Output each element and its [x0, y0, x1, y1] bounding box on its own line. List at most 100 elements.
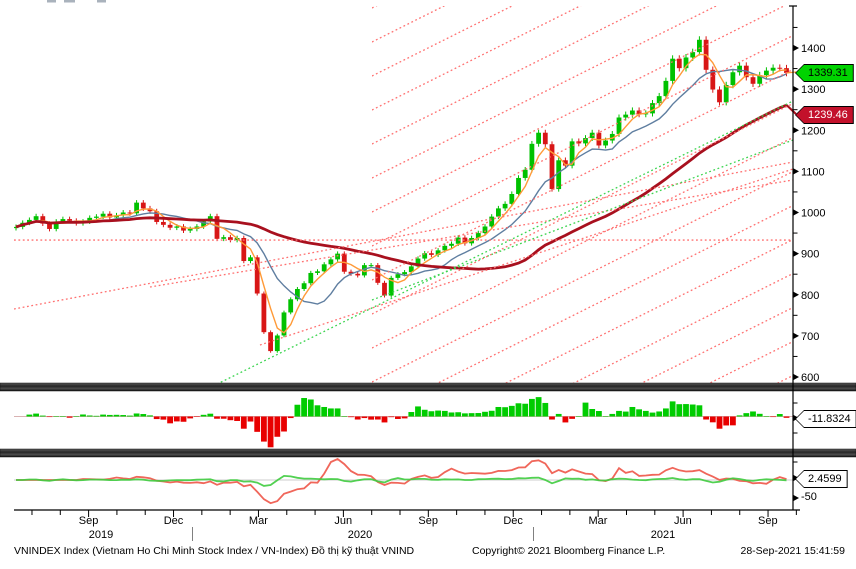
- histogram-bar: [381, 416, 388, 423]
- ma-fast-line: [15, 53, 787, 334]
- x-axis-year-label: 2020: [348, 529, 372, 541]
- chart-plot-area[interactable]: [14, 6, 793, 383]
- histogram-bar: [401, 416, 408, 419]
- candle-body: [375, 265, 381, 283]
- candle-body: [60, 219, 66, 222]
- candle-body: [516, 177, 521, 194]
- channel-line: [372, 170, 793, 383]
- histogram-bar: [60, 416, 66, 417]
- candle-body: [596, 132, 602, 146]
- candle-body: [442, 245, 448, 251]
- histogram-bar: [314, 405, 321, 417]
- x-axis-month-label: Mar: [249, 515, 268, 527]
- histogram-bar: [234, 416, 240, 421]
- candle-body: [764, 70, 769, 76]
- histogram-bar: [448, 412, 455, 417]
- histogram-bar: [482, 411, 488, 417]
- candle-body: [697, 39, 702, 53]
- red-fan-line: [14, 161, 793, 310]
- candle-body: [308, 272, 314, 284]
- candle-body: [489, 216, 495, 227]
- candle-body: [368, 265, 374, 267]
- histogram-bar: [683, 404, 689, 417]
- channel-line: [572, 272, 793, 383]
- channel-line: [372, 6, 786, 213]
- candle-body: [127, 212, 133, 214]
- histogram-bar: [86, 415, 93, 417]
- channel-line: [504, 238, 793, 383]
- histogram-bar: [180, 416, 187, 422]
- histogram-bar: [348, 416, 354, 418]
- histogram-bar: [622, 411, 629, 417]
- candle-body: [161, 221, 166, 225]
- histogram-bar: [33, 413, 39, 417]
- green-trend-line: [217, 100, 793, 383]
- axis-tick-arrow: [793, 332, 799, 339]
- candle-body: [100, 213, 106, 217]
- histogram-bar: [388, 416, 395, 418]
- red-fan-line: [149, 179, 793, 288]
- histogram-bar: [575, 416, 582, 417]
- last-price-flag: 1339.31: [795, 64, 854, 82]
- histogram-bar: [200, 414, 207, 417]
- candle-body: [616, 117, 622, 134]
- chart-timestamp: 28-Sep-2021 15:41:59: [740, 545, 845, 557]
- candle-body: [522, 169, 528, 178]
- candle-body: [723, 85, 729, 103]
- candle-body: [415, 258, 421, 267]
- candle-body: [496, 208, 501, 217]
- histogram-bar: [160, 416, 167, 420]
- axis-tick-arrow: [793, 168, 799, 175]
- candle-body: [623, 114, 629, 118]
- candle-body: [449, 243, 454, 246]
- histogram-bar: [649, 412, 656, 417]
- histogram-bar: [602, 416, 609, 417]
- candle-body: [576, 141, 582, 144]
- histogram-bar: [542, 402, 549, 417]
- histogram-bar: [676, 404, 683, 417]
- histogram-bar: [730, 416, 736, 426]
- x-axis-month-label: Dec: [164, 515, 184, 527]
- histogram-bar: [321, 406, 328, 417]
- candle-body: [254, 257, 260, 294]
- histogram-bar: [395, 416, 401, 419]
- histogram-bar: [609, 413, 616, 417]
- histogram-bar: [194, 416, 200, 417]
- candle-body: [690, 52, 696, 58]
- x-axis-month-label: Jun: [334, 515, 352, 527]
- y-axis-label: 1200: [801, 125, 825, 137]
- candle-body: [187, 228, 193, 231]
- histogram-bar: [167, 416, 173, 424]
- histogram-bar: [428, 411, 435, 417]
- candle-body: [67, 219, 72, 221]
- histogram-bar: [113, 414, 120, 417]
- histogram-bar: [153, 416, 160, 420]
- channel-line: [708, 340, 793, 383]
- candle-body: [348, 271, 354, 274]
- histogram-bar: [46, 416, 53, 418]
- candle-body: [94, 216, 99, 218]
- candle-body: [47, 223, 52, 229]
- candle-body: [455, 237, 461, 244]
- candle-body: [482, 226, 488, 234]
- candle-body: [670, 58, 675, 81]
- histogram-bar: [80, 414, 86, 417]
- histogram-bar: [549, 416, 555, 420]
- copyright-text: Copyright© 2021 Bloomberg Finance L.P.: [472, 545, 666, 557]
- candle-body: [750, 77, 756, 84]
- panel-divider: [0, 382, 856, 392]
- candle-body: [33, 216, 39, 220]
- candle-body: [107, 213, 113, 218]
- axis-tick-arrow: [793, 45, 799, 51]
- candle-body: [609, 133, 615, 141]
- candle-body: [355, 273, 361, 276]
- x-axis-month-label: Dec: [503, 515, 523, 527]
- candle-body: [502, 203, 508, 209]
- candle-body: [462, 237, 468, 244]
- histogram-bar: [261, 416, 267, 442]
- histogram-bar: [66, 416, 73, 418]
- candle-body: [583, 138, 588, 144]
- histogram-bar: [100, 414, 106, 417]
- histogram-bar: [374, 416, 381, 420]
